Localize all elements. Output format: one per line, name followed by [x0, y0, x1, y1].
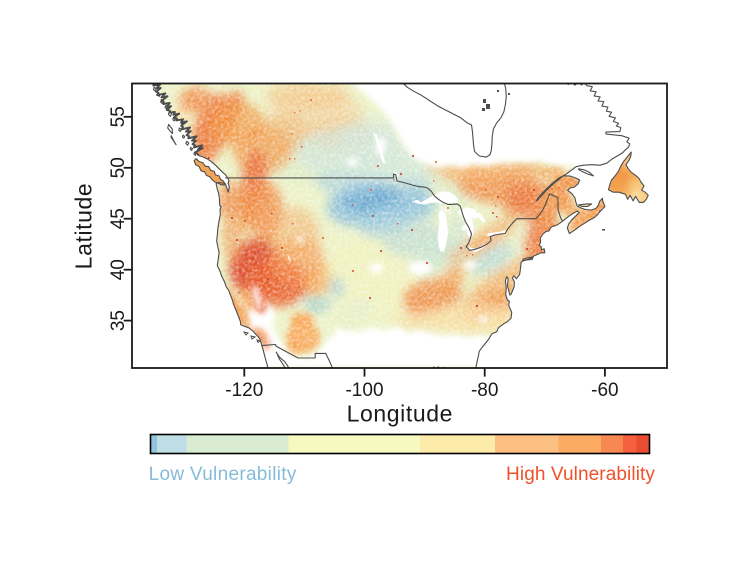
svg-text:45: 45: [108, 208, 129, 229]
svg-text:40: 40: [108, 259, 129, 280]
svg-text:-60: -60: [591, 380, 618, 401]
svg-text:Low Vulnerability: Low Vulnerability: [149, 464, 297, 485]
svg-text:-80: -80: [471, 380, 498, 401]
svg-text:-120: -120: [225, 380, 263, 401]
svg-text:55: 55: [108, 106, 129, 127]
svg-text:35: 35: [108, 310, 129, 331]
svg-text:Longitude: Longitude: [347, 401, 453, 427]
svg-text:Latitude: Latitude: [71, 183, 97, 270]
svg-text:High Vulnerability: High Vulnerability: [506, 464, 655, 485]
svg-text:-100: -100: [345, 380, 383, 401]
svg-text:50: 50: [108, 157, 129, 178]
